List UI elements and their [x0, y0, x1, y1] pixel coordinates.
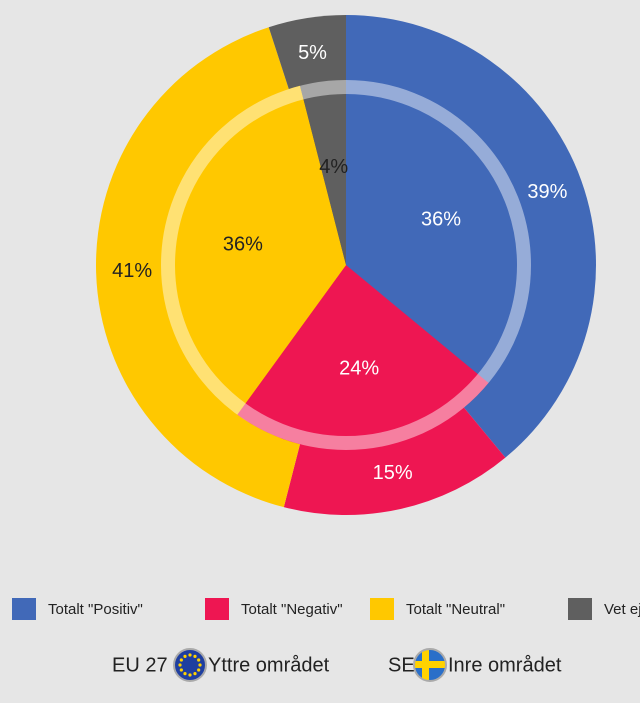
series-region: Inre området	[448, 654, 562, 676]
data-label: 41%	[112, 260, 152, 282]
legend-label: Totalt "Positiv"	[48, 601, 143, 618]
data-label: 15%	[373, 462, 413, 484]
data-label: 4%	[319, 156, 348, 178]
series-region: Yttre området	[208, 654, 330, 676]
pie-slice	[237, 265, 489, 450]
series-name: EU 27	[112, 654, 168, 676]
data-label: 39%	[527, 181, 567, 203]
legend-swatch	[12, 598, 36, 620]
legend: Totalt "Positiv" Totalt "Negativ" Totalt "…	[12, 598, 640, 620]
pie-slice	[299, 80, 346, 265]
series-legend: EU 27 Yttre området SE Inre området	[112, 648, 562, 682]
legend-swatch	[205, 598, 229, 620]
data-label: 36%	[421, 209, 461, 231]
se-flag	[413, 648, 447, 682]
legend-label: Totalt "Neutral"	[406, 601, 505, 618]
legend-label: Vet ej	[604, 601, 640, 618]
legend-label: Totalt "Negativ"	[241, 601, 343, 618]
data-label: 5%	[298, 42, 327, 64]
ring-highlight	[161, 80, 531, 450]
pie-slice	[160, 85, 346, 415]
eu-flag	[173, 648, 207, 682]
series-name: SE	[388, 654, 415, 676]
pie: 39% 15% 41% 5% 36% 24% 36% 4%	[95, 15, 597, 515]
data-label: 36%	[223, 234, 263, 256]
pie-slice	[346, 80, 531, 383]
legend-swatch	[370, 598, 394, 620]
data-label: 24%	[339, 357, 379, 379]
legend-swatch	[568, 598, 592, 620]
